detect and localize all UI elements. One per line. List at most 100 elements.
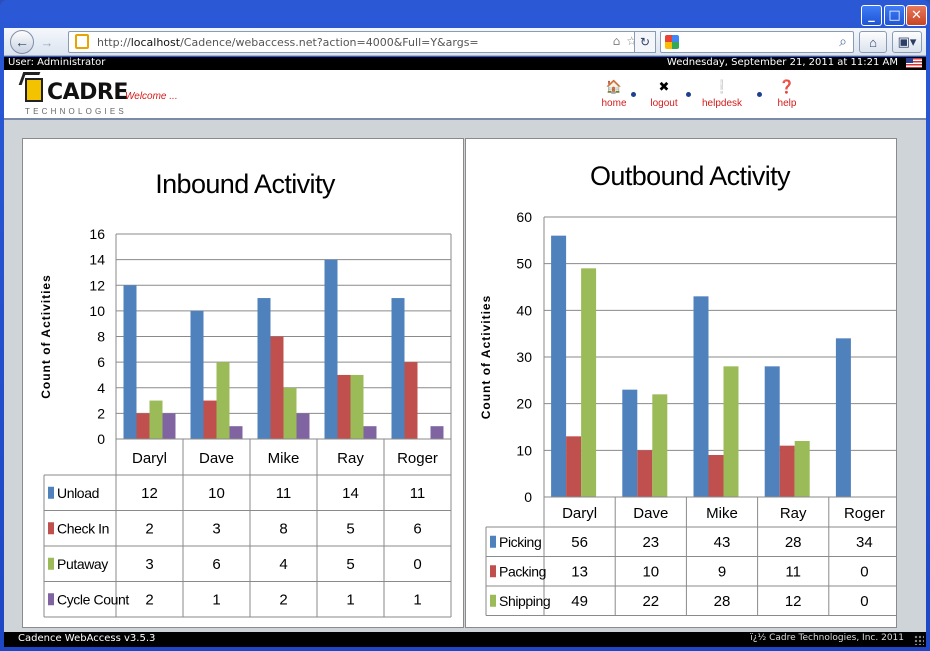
data-label: 1 (212, 591, 220, 608)
forward-button[interactable]: → (38, 33, 56, 51)
bar-shipping (652, 394, 668, 497)
url-path: /Cadence/webaccess.net?action=4000&Full=… (180, 36, 479, 49)
app-header: CADRE TECHNOLOGIES Welcome ... 🏠 home ✖ … (4, 70, 926, 120)
nav-helpdesk-label[interactable]: helpdesk (701, 98, 743, 109)
nav-logout-label[interactable]: logout (650, 98, 678, 109)
data-label: 10 (208, 485, 225, 502)
data-label: 5 (346, 556, 354, 573)
bar-shipping (794, 441, 810, 497)
data-label: 14 (342, 485, 359, 502)
data-label: 43 (714, 534, 731, 551)
nav-home[interactable]: 🏠 home (589, 78, 639, 109)
bar-shipping (581, 268, 597, 497)
title-bar: _ □ ✕ (0, 0, 930, 26)
data-label: 28 (785, 534, 802, 551)
helpdesk-icon: ❕ (713, 79, 731, 94)
data-label: 2 (145, 591, 153, 608)
category-label: Dave (199, 450, 234, 467)
bar-unload (324, 259, 338, 439)
refresh-button[interactable]: ↻ (634, 31, 656, 53)
nav-helpdesk[interactable]: ❕ helpdesk (697, 78, 747, 109)
category-label: Daryl (132, 450, 167, 467)
star-icon[interactable]: ☆ (626, 34, 637, 48)
nav-help-label[interactable]: help (777, 98, 797, 109)
outbound-chart: Outbound Activity Count of Activities 0 10 2… (479, 161, 901, 616)
cadre-logo: CADRE TECHNOLOGIES (22, 74, 128, 118)
data-label: 12 (141, 485, 158, 502)
resize-grip-icon[interactable] (914, 635, 924, 645)
back-button[interactable]: ← (10, 30, 34, 54)
data-label: 1 (346, 591, 354, 608)
close-button[interactable]: ✕ (906, 5, 927, 26)
url-host: localhost (130, 36, 181, 49)
data-label: 22 (642, 593, 659, 610)
y-tick-label: 6 (97, 354, 105, 370)
category-label: Mike (706, 505, 738, 522)
forward-arrow-icon: → (40, 34, 54, 50)
maximize-button[interactable]: □ (884, 5, 905, 26)
nav-separator (631, 92, 636, 97)
nav-separator (757, 92, 762, 97)
logout-icon: ✖ (658, 79, 670, 94)
bar-cycle-count (296, 413, 310, 439)
y-tick-label: 50 (516, 256, 532, 272)
search-input[interactable]: ⌕ (660, 31, 854, 53)
bar-picking (551, 235, 567, 497)
y-tick-label: 4 (97, 380, 105, 396)
browser-home-button[interactable]: ⌂ (859, 31, 887, 53)
data-label: 6 (413, 520, 421, 537)
back-arrow-icon: ← (15, 34, 29, 50)
nav-logout[interactable]: ✖ logout (639, 78, 689, 109)
bar-packing (708, 455, 724, 497)
legend-label: Shipping (499, 593, 550, 609)
search-icon[interactable]: ⌕ (839, 33, 847, 49)
category-label: Ray (337, 450, 364, 467)
browser-toolbar: ← → http://localhost/Cadence/webaccess.n… (4, 28, 926, 56)
data-label: 0 (860, 593, 868, 610)
bar-check-in (136, 413, 150, 439)
outbound-chart-panel: Outbound Activity Count of Activities 0 10 2… (465, 138, 901, 628)
category-label: Roger (844, 505, 885, 522)
bar-packing (566, 436, 582, 497)
minimize-button[interactable]: _ (861, 5, 882, 26)
data-label: 49 (571, 593, 588, 610)
address-bar[interactable]: http://localhost/Cadence/webaccess.net?a… (68, 31, 654, 53)
bar-cycle-count (430, 426, 444, 439)
tools-button[interactable]: ▣▾ (892, 31, 922, 53)
bar-putaway (350, 374, 364, 439)
datetime-label: Wednesday, September 21, 2011 at 11:21 A… (666, 57, 898, 68)
nav-help[interactable]: ❓ help (762, 78, 812, 109)
data-label: 11 (785, 563, 801, 580)
home-icon: 🏠 (605, 79, 623, 94)
legend-key (48, 593, 54, 606)
nav-home-label[interactable]: home (601, 98, 627, 109)
bar-picking (835, 338, 851, 497)
y-tick-label: 10 (89, 303, 105, 319)
bar-check-in (270, 336, 284, 439)
data-label: 10 (642, 563, 659, 580)
y-tick-label: 0 (524, 489, 532, 505)
logo-text: CADRE (47, 80, 128, 105)
legend-key (490, 594, 496, 607)
data-label: 28 (714, 593, 731, 610)
version-label: Cadence WebAccess v3.5.3 (18, 633, 156, 644)
bar-putaway (216, 362, 230, 439)
bar-picking (764, 366, 780, 497)
logo-mark-icon (25, 78, 43, 102)
data-label: 3 (145, 556, 153, 573)
y-tick-label: 60 (516, 209, 532, 225)
legend-label: Picking (499, 534, 541, 550)
y-tick-label: 14 (89, 252, 105, 268)
data-label: 2 (279, 591, 287, 608)
y-axis-label: Count of Activities (39, 274, 53, 399)
page-icon (75, 34, 89, 49)
legend-key (48, 522, 54, 535)
bar-cycle-count (363, 426, 377, 439)
y-tick-label: 10 (516, 442, 532, 458)
rss-home-icon[interactable]: ⌂ (612, 34, 621, 48)
data-label: 8 (279, 520, 287, 537)
data-label: 13 (571, 563, 588, 580)
category-label: Mike (268, 450, 300, 467)
chart-title: Inbound Activity (155, 169, 336, 199)
